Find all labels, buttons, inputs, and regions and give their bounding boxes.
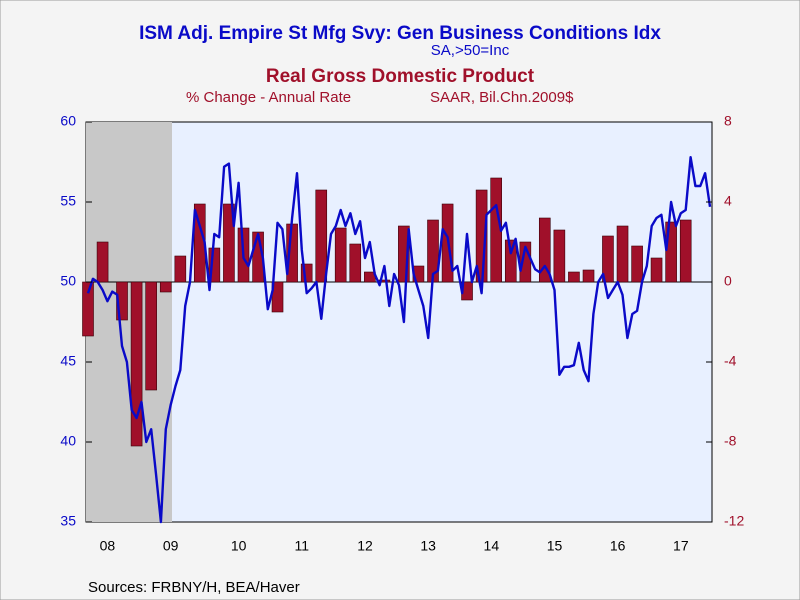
recession-shade	[86, 122, 172, 522]
bar	[602, 235, 614, 283]
y-tick-label: 45	[60, 353, 76, 369]
x-tick-label: 10	[231, 538, 247, 554]
y2-tick-label: 0	[724, 273, 732, 289]
bar	[665, 221, 677, 283]
bar	[315, 189, 328, 283]
bar	[223, 203, 235, 283]
x-tick-label: 08	[100, 538, 116, 554]
bar-units: SAAR, Bil.Chn.2009$	[430, 89, 574, 106]
x-tick-label: 15	[547, 538, 563, 554]
line-title: ISM Adj. Empire St Mfg Svy: Gen Business…	[139, 23, 661, 44]
line-units: SA,>50=Inc	[431, 42, 510, 59]
x-tick-label: 14	[484, 538, 500, 554]
y2-tick-label: -8	[724, 433, 737, 449]
y-tick-label: 55	[60, 193, 76, 209]
bar	[208, 247, 221, 283]
y2-tick-label: 8	[724, 113, 732, 129]
plot-area	[85, 121, 713, 523]
marks	[82, 156, 712, 524]
y2-tick-label: -4	[724, 353, 737, 369]
bar	[300, 263, 313, 283]
bar	[145, 281, 157, 391]
y-tick-label: 40	[60, 433, 76, 449]
line	[86, 156, 712, 524]
bar	[553, 229, 566, 283]
bar	[334, 227, 347, 283]
bar	[582, 269, 595, 283]
y-tick-label: 50	[60, 273, 76, 289]
x-tick-label: 09	[163, 538, 179, 554]
bar	[398, 225, 410, 283]
bar	[96, 241, 109, 283]
y2-tick-label: -12	[724, 513, 744, 529]
bar-title: Real Gross Domestic Product	[266, 66, 535, 87]
bar	[650, 257, 663, 283]
y-tick-label: 35	[60, 513, 76, 529]
x-tick-label: 16	[610, 538, 626, 554]
bar-units: % Change - Annual Rate	[186, 89, 351, 106]
bar	[568, 271, 580, 283]
y-tick-label: 60	[60, 113, 76, 129]
bar	[130, 281, 143, 447]
x-tick-label: 12	[357, 538, 373, 554]
bar	[679, 219, 692, 283]
x-tick-label: 17	[673, 538, 689, 554]
y2-tick-label: 4	[724, 193, 732, 209]
x-tick-label: 11	[295, 538, 310, 554]
x-tick-label: 13	[420, 538, 436, 554]
bar	[116, 281, 128, 321]
bar	[631, 245, 643, 283]
bar	[616, 225, 629, 283]
bar	[174, 255, 187, 283]
bar	[538, 217, 551, 283]
bar	[159, 281, 172, 293]
bar	[504, 239, 517, 283]
source: Sources: FRBNY/H, BEA/Haver	[88, 579, 300, 596]
bar	[349, 243, 362, 283]
